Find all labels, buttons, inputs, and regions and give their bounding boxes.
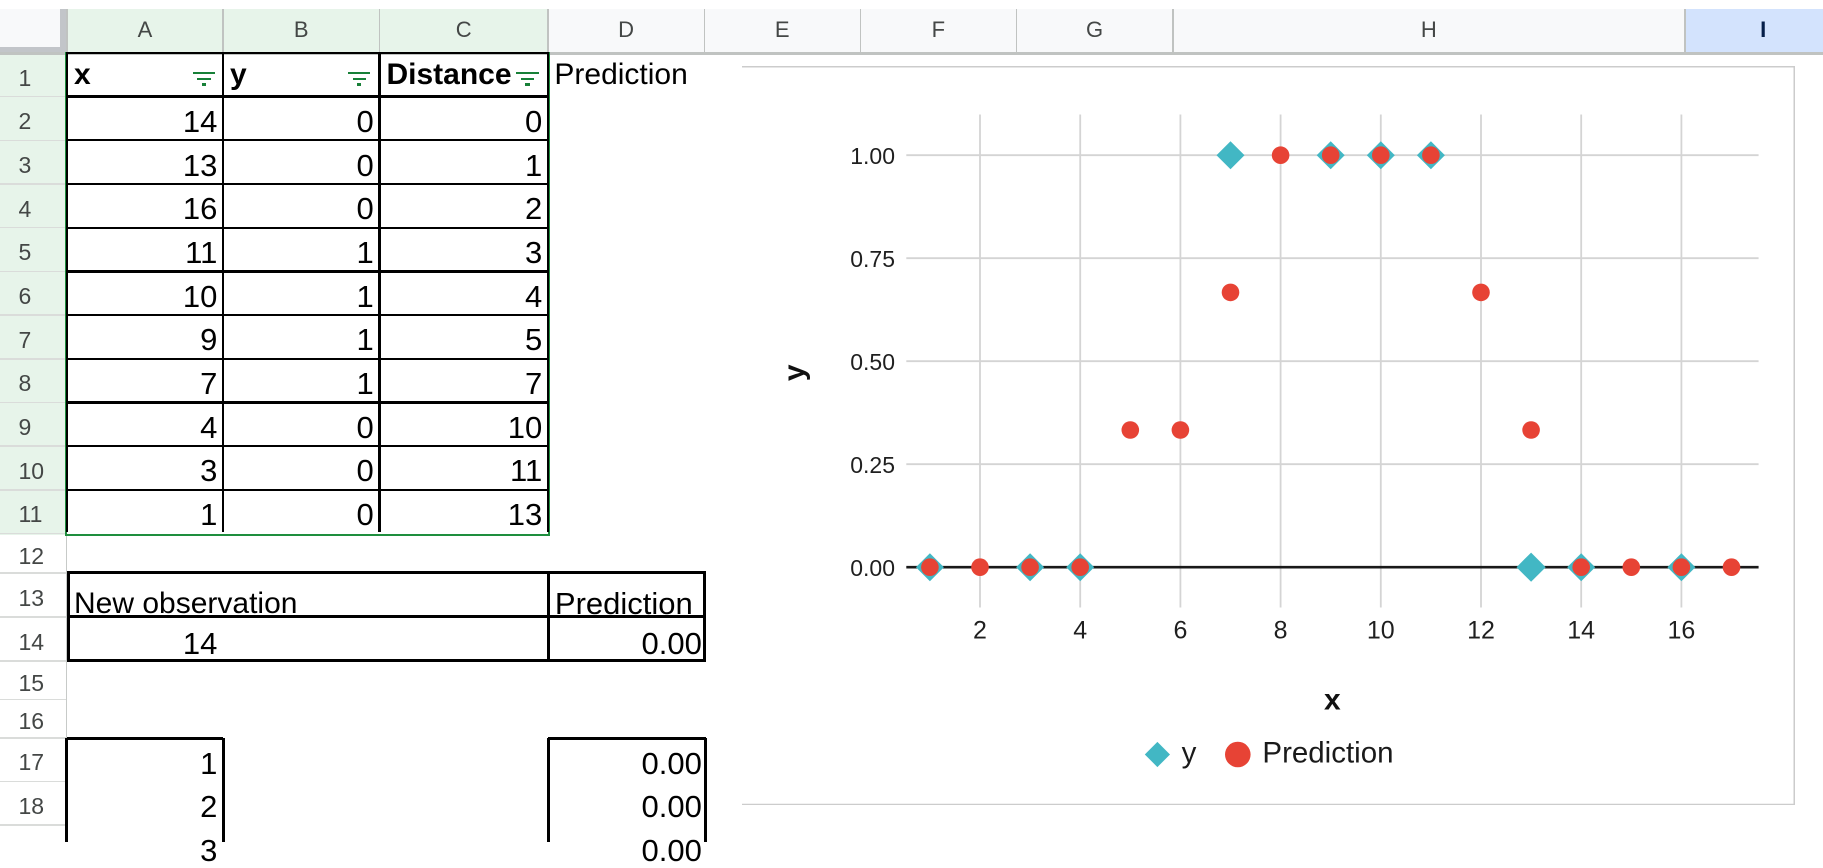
svg-text:4: 4: [1073, 616, 1087, 644]
svg-text:x: x: [1324, 683, 1341, 716]
svg-text:8: 8: [1274, 616, 1288, 644]
svg-text:6: 6: [1173, 616, 1187, 644]
svg-text:0.00: 0.00: [850, 554, 895, 580]
svg-text:16: 16: [1667, 616, 1695, 644]
svg-text:y: y: [1182, 736, 1197, 769]
svg-text:1.00: 1.00: [850, 142, 895, 168]
svg-text:0.75: 0.75: [850, 245, 895, 271]
svg-text:0.50: 0.50: [850, 348, 895, 374]
svg-text:y: y: [778, 364, 811, 381]
svg-text:Prediction: Prediction: [1262, 736, 1393, 769]
svg-text:10: 10: [1367, 616, 1395, 644]
svg-text:0.25: 0.25: [850, 451, 895, 477]
svg-text:14: 14: [1567, 616, 1595, 644]
svg-text:2: 2: [973, 616, 987, 644]
svg-text:12: 12: [1467, 616, 1495, 644]
